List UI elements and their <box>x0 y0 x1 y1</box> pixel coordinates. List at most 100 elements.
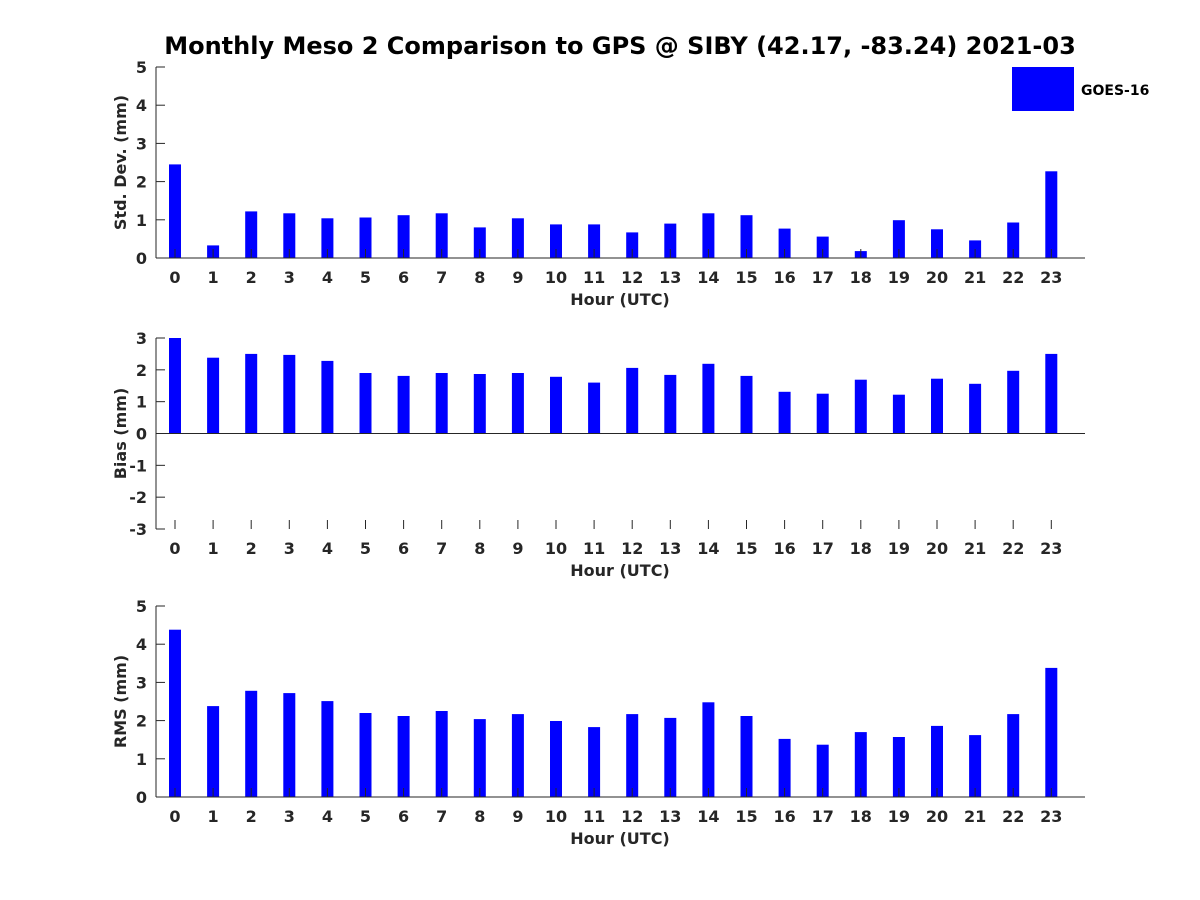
x-tick-label: 9 <box>512 268 523 287</box>
y-axis-label: Std. Dev. (mm) <box>111 95 130 230</box>
y-tick-label: 1 <box>136 393 147 412</box>
y-axis-label: Bias (mm) <box>111 388 130 480</box>
bar <box>1007 714 1020 797</box>
x-tick-label: 19 <box>888 539 910 558</box>
x-tick-label: 10 <box>545 807 567 826</box>
bar <box>550 224 562 258</box>
bar <box>169 164 181 258</box>
y-tick-label: 2 <box>136 712 147 731</box>
x-tick-label: 2 <box>246 807 257 826</box>
y-tick-label: 5 <box>136 58 147 77</box>
bar <box>931 378 943 434</box>
x-tick-label: 7 <box>436 268 447 287</box>
x-tick-label: 18 <box>850 539 872 558</box>
bar <box>283 354 296 434</box>
bar <box>1045 667 1058 797</box>
bar <box>207 357 220 434</box>
x-tick-label: 14 <box>697 807 719 826</box>
bar <box>778 738 791 797</box>
x-tick-label: 0 <box>169 807 180 826</box>
bar <box>550 721 562 797</box>
x-tick-label: 15 <box>735 807 757 826</box>
x-tick-label: 22 <box>1002 539 1024 558</box>
x-tick-label: 19 <box>888 268 910 287</box>
legend-swatch <box>1012 67 1074 111</box>
y-axis-label: RMS (mm) <box>111 655 130 748</box>
bar <box>626 714 639 797</box>
x-tick-label: 11 <box>583 539 605 558</box>
x-tick-label: 22 <box>1002 807 1024 826</box>
bar <box>969 383 982 434</box>
y-tick-label: 2 <box>136 173 147 192</box>
x-tick-label: 1 <box>208 539 219 558</box>
x-tick-label: 5 <box>360 268 371 287</box>
x-tick-label: 10 <box>545 539 567 558</box>
bar <box>435 711 448 797</box>
x-tick-label: 19 <box>888 807 910 826</box>
bar <box>321 218 334 258</box>
bar <box>283 213 296 258</box>
x-tick-label: 12 <box>621 807 643 826</box>
x-tick-label: 21 <box>964 539 986 558</box>
x-tick-label: 6 <box>398 807 409 826</box>
x-tick-label: 5 <box>360 539 371 558</box>
x-tick-label: 17 <box>812 268 834 287</box>
x-tick-label: 23 <box>1040 268 1062 287</box>
x-tick-label: 8 <box>474 807 485 826</box>
bar <box>511 714 524 797</box>
x-tick-label: 17 <box>812 539 834 558</box>
x-tick-label: 4 <box>322 807 333 826</box>
bar <box>473 227 486 258</box>
x-tick-label: 11 <box>583 807 605 826</box>
bar <box>778 391 791 434</box>
x-tick-label: 3 <box>284 539 295 558</box>
x-tick-label: 1 <box>208 268 219 287</box>
bar <box>892 220 905 258</box>
bar <box>473 719 486 797</box>
x-tick-label: 4 <box>322 268 333 287</box>
x-tick-label: 12 <box>621 268 643 287</box>
bar <box>664 717 677 797</box>
x-axis-label: Hour (UTC) <box>570 561 670 580</box>
x-tick-label: 2 <box>246 539 257 558</box>
x-tick-label: 0 <box>169 268 180 287</box>
bar <box>626 232 639 258</box>
bar <box>1045 171 1058 258</box>
y-tick-label: 4 <box>136 635 147 654</box>
x-tick-label: 12 <box>621 539 643 558</box>
x-tick-label: 6 <box>398 539 409 558</box>
bar <box>321 701 334 797</box>
x-tick-label: 2 <box>246 268 257 287</box>
x-tick-label: 3 <box>284 807 295 826</box>
x-tick-label: 13 <box>659 539 681 558</box>
x-tick-label: 20 <box>926 807 948 826</box>
bar <box>931 725 943 797</box>
x-tick-label: 16 <box>773 539 795 558</box>
bar <box>778 228 791 258</box>
y-tick-label: 4 <box>136 96 147 115</box>
bar <box>816 744 829 797</box>
y-tick-label: -1 <box>129 456 147 475</box>
bar <box>245 353 258 434</box>
x-tick-label: 7 <box>436 807 447 826</box>
y-tick-label: 3 <box>136 134 147 153</box>
bar <box>207 706 220 797</box>
bar <box>664 223 677 258</box>
y-tick-label: 1 <box>136 750 147 769</box>
bar <box>359 373 372 434</box>
bar <box>588 224 601 258</box>
x-tick-label: 18 <box>850 807 872 826</box>
x-tick-label: 13 <box>659 268 681 287</box>
bar <box>169 629 181 797</box>
bar <box>740 716 753 797</box>
bar <box>740 215 753 258</box>
y-tick-label: 2 <box>136 361 147 380</box>
x-tick-label: 21 <box>964 807 986 826</box>
bar <box>588 727 601 797</box>
x-tick-label: 9 <box>512 807 523 826</box>
bar <box>702 702 715 797</box>
bar <box>550 376 562 434</box>
